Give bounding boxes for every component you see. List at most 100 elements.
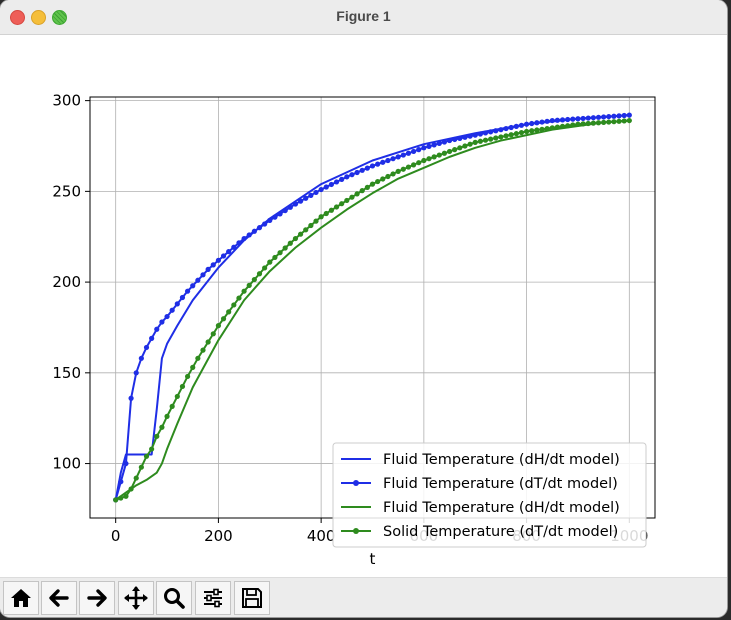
data-point bbox=[359, 167, 365, 173]
data-point bbox=[282, 207, 288, 214]
data-point bbox=[318, 214, 324, 220]
data-point bbox=[585, 120, 591, 127]
data-point bbox=[184, 373, 191, 380]
data-point bbox=[292, 235, 299, 242]
data-point bbox=[452, 136, 458, 143]
data-point bbox=[549, 125, 555, 131]
data-point bbox=[380, 159, 386, 165]
data-point bbox=[333, 179, 340, 185]
y-tick-label: 300 bbox=[52, 92, 81, 110]
data-point bbox=[262, 265, 268, 271]
data-point bbox=[143, 453, 150, 459]
data-point bbox=[544, 125, 550, 132]
data-point bbox=[477, 138, 483, 144]
data-point bbox=[277, 211, 283, 217]
data-point bbox=[328, 207, 335, 213]
series-markers-2 bbox=[113, 112, 632, 503]
data-point bbox=[539, 119, 545, 125]
data-point bbox=[303, 195, 309, 201]
data-point bbox=[375, 178, 381, 185]
data-point bbox=[200, 347, 206, 353]
data-point bbox=[590, 115, 596, 121]
minimize-window-button[interactable] bbox=[31, 10, 46, 25]
data-point bbox=[159, 424, 165, 430]
zoom-button[interactable] bbox=[156, 581, 192, 615]
data-point bbox=[488, 136, 494, 142]
home-button[interactable] bbox=[3, 581, 39, 615]
y-tick-label: 250 bbox=[52, 182, 81, 200]
data-point bbox=[565, 116, 571, 123]
data-point bbox=[272, 214, 278, 220]
x-tick-label: 0 bbox=[111, 527, 121, 545]
data-point bbox=[205, 266, 211, 272]
data-point bbox=[493, 128, 499, 134]
data-point bbox=[416, 147, 422, 153]
maximize-window-button[interactable] bbox=[52, 10, 67, 25]
data-point bbox=[462, 143, 468, 149]
title-bar: Figure 1 bbox=[0, 0, 727, 35]
data-point bbox=[503, 133, 509, 139]
data-point bbox=[138, 464, 144, 470]
data-point bbox=[513, 123, 519, 129]
data-point bbox=[118, 495, 124, 501]
data-point bbox=[565, 123, 571, 129]
data-point bbox=[308, 222, 314, 229]
data-point bbox=[621, 112, 627, 119]
data-point bbox=[457, 145, 463, 151]
data-point bbox=[385, 173, 391, 180]
data-point bbox=[400, 166, 406, 172]
pan-button[interactable] bbox=[118, 581, 154, 615]
save-icon bbox=[242, 588, 262, 608]
save-button[interactable] bbox=[234, 581, 270, 615]
data-point bbox=[118, 479, 124, 485]
line-chart: 02004006008001000100150200250300 t Fluid… bbox=[52, 92, 656, 568]
data-point bbox=[482, 137, 489, 143]
data-point bbox=[410, 162, 417, 168]
data-point bbox=[544, 118, 550, 124]
forward-arrow-icon bbox=[87, 589, 107, 607]
data-point bbox=[143, 344, 150, 351]
data-point bbox=[498, 134, 504, 140]
data-point bbox=[421, 157, 427, 164]
y-tick-label: 150 bbox=[52, 364, 81, 382]
data-point bbox=[349, 194, 355, 200]
data-point bbox=[349, 172, 355, 178]
window-title: Figure 1 bbox=[336, 8, 391, 24]
figure-canvas: 02004006008001000100150200250300 t Fluid… bbox=[0, 35, 727, 577]
data-point bbox=[231, 244, 237, 250]
data-point bbox=[467, 141, 473, 147]
data-point bbox=[241, 235, 247, 242]
data-point bbox=[236, 240, 242, 246]
forward-button[interactable] bbox=[79, 581, 115, 615]
data-point bbox=[184, 288, 191, 294]
data-point bbox=[339, 201, 345, 207]
data-point bbox=[626, 117, 632, 124]
data-point bbox=[595, 114, 602, 120]
data-point bbox=[421, 145, 427, 151]
data-point bbox=[570, 122, 576, 128]
data-point bbox=[297, 231, 304, 237]
x-tick-label: 200 bbox=[204, 527, 233, 545]
data-point bbox=[410, 148, 417, 155]
close-window-button[interactable] bbox=[10, 10, 25, 25]
data-point bbox=[493, 135, 499, 141]
data-point bbox=[323, 184, 329, 190]
data-point bbox=[498, 127, 504, 133]
data-point bbox=[626, 112, 632, 118]
data-point bbox=[251, 228, 257, 234]
data-point bbox=[405, 164, 412, 170]
legend-label: Fluid Temperature (dH/dt model) bbox=[383, 452, 620, 468]
back-button[interactable] bbox=[41, 581, 77, 615]
data-point bbox=[205, 339, 211, 345]
series-line-1 bbox=[114, 114, 630, 501]
data-point bbox=[390, 156, 396, 162]
configure-subplots-button[interactable] bbox=[195, 581, 231, 615]
data-point bbox=[169, 307, 175, 313]
data-point bbox=[606, 113, 612, 120]
data-point bbox=[616, 113, 622, 119]
data-point bbox=[267, 217, 273, 223]
data-point bbox=[149, 446, 155, 452]
x-tick-label: 400 bbox=[307, 527, 336, 545]
data-point bbox=[164, 413, 170, 419]
